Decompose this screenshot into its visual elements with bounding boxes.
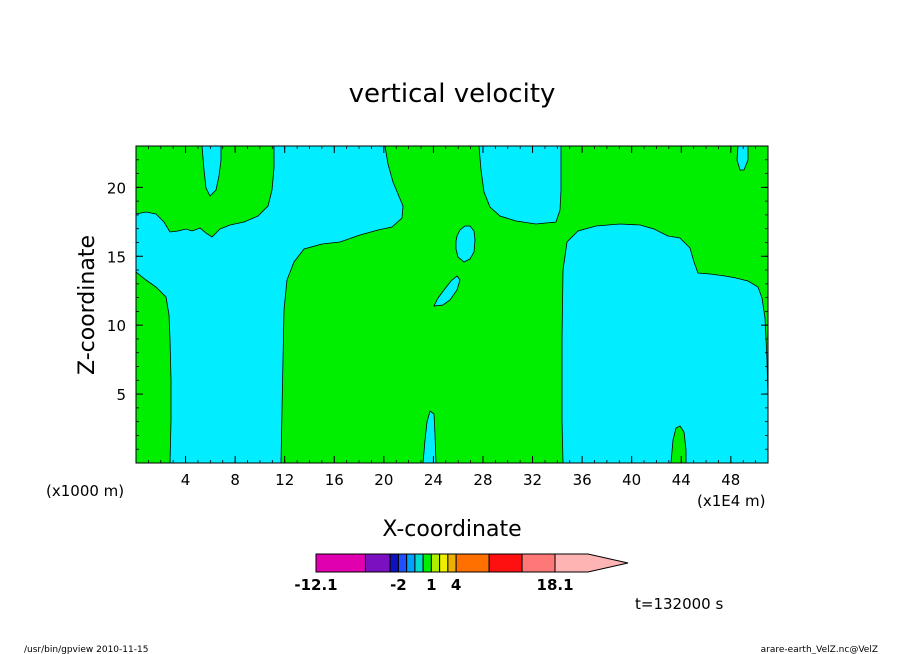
colorbar-label: -2 — [390, 576, 407, 594]
colorbar-segment — [455, 553, 490, 573]
negative-region-right — [561, 223, 768, 463]
colorbar-arrow — [554, 553, 629, 573]
colorbar-segment — [414, 553, 424, 573]
x-unit-right: (x1E4 m) — [697, 492, 766, 510]
colorbar-segment — [439, 553, 449, 573]
colorbar-segment — [521, 553, 556, 573]
x-tick-label: 16 — [325, 471, 344, 489]
negative-blob-lower — [433, 275, 461, 307]
x-axis-label: X-coordinate — [382, 517, 521, 542]
chart-title: vertical velocity — [349, 79, 556, 109]
negative-blob-upper — [455, 225, 476, 263]
y-tick-label: 10 — [107, 317, 126, 335]
x-tick-label: 44 — [672, 471, 691, 489]
x-axis: 4 8 12 16 20 24 28 32 36 40 44 48 — [135, 146, 769, 489]
y-tick-label: 20 — [107, 179, 126, 197]
y-axis: 5 10 15 20 — [107, 145, 768, 464]
x-tick-label: 12 — [275, 471, 294, 489]
x-tick-label: 48 — [721, 471, 740, 489]
colorbar-segment — [488, 553, 523, 573]
x-tick-label: 28 — [473, 471, 492, 489]
colorbar-segment — [389, 553, 399, 573]
colorbar-segment — [447, 553, 457, 573]
x-tick-label: 24 — [424, 471, 443, 489]
colorbar-segment — [364, 553, 391, 573]
footer-left: /usr/bin/gpview 2010-11-15 — [24, 645, 148, 654]
x-tick-label: 20 — [374, 471, 393, 489]
colorbar-label: -12.1 — [294, 576, 337, 594]
y-axis-label: Z-coordinate — [75, 235, 100, 375]
negative-region-top-right — [736, 146, 749, 171]
negative-strip-bottom — [422, 410, 437, 463]
colorbar-segment — [406, 553, 416, 573]
colorbar-segment — [430, 553, 441, 573]
colorbar-segment — [315, 553, 366, 573]
colorbar-label: 18.1 — [537, 576, 574, 594]
colorbar-segment — [397, 553, 408, 573]
y-tick-label: 15 — [107, 248, 126, 266]
x-unit-left: (x1000 m) — [46, 482, 124, 500]
x-tick-label: 8 — [230, 471, 240, 489]
x-tick-label: 4 — [181, 471, 191, 489]
x-tick-label: 32 — [523, 471, 542, 489]
x-tick-label: 40 — [622, 471, 641, 489]
colorbar-label: 1 — [426, 576, 436, 594]
negative-region-top-notch — [201, 146, 222, 197]
x-tick-label: 36 — [573, 471, 592, 489]
time-label: t=132000 s — [635, 595, 723, 613]
positive-strip-bottom-right — [670, 425, 687, 463]
negative-region-top-center — [478, 146, 562, 225]
negative-region-left — [136, 146, 404, 463]
footer-right: arare-earth_VelZ.nc@VelZ — [761, 645, 878, 654]
colorbar-label: 4 — [451, 576, 461, 594]
plot-frame — [135, 145, 769, 464]
colorbar: -12.1 -2 1 4 18.1 — [294, 553, 629, 594]
colorbar-segment — [422, 553, 432, 573]
y-tick-label: 5 — [116, 386, 126, 404]
